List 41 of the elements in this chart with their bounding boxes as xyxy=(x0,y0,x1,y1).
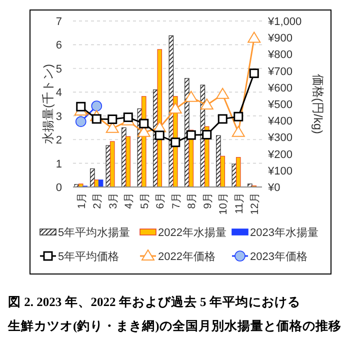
x-tick-label: 3月 xyxy=(107,192,120,209)
y-tick-label: 1 xyxy=(56,158,62,170)
y2-tick-label: ¥0 xyxy=(267,182,280,194)
x-tick-label: 10月 xyxy=(218,192,230,215)
legend-label: 5年平均価格 xyxy=(58,251,120,263)
legend-label: 5年平均水揚量 xyxy=(58,226,130,239)
x-tick-label: 12月 xyxy=(249,192,262,215)
y2-axis-title: 価格(円/kg) xyxy=(311,74,325,134)
x-tick-label: 4月 xyxy=(123,192,136,209)
y-tick-label: 3 xyxy=(56,110,62,123)
x-tick-label: 2月 xyxy=(92,192,104,209)
y-axis-title: 水揚量(千トン) xyxy=(41,64,55,144)
x-tick-label: 5月 xyxy=(138,192,151,209)
caption: 図 2. 2023 年、2022 年および過去 5 年平均における xyxy=(8,295,300,309)
x-tick-label: 8月 xyxy=(186,192,198,209)
x-tick-label: 9月 xyxy=(202,192,214,209)
x-tick-label: 6月 xyxy=(154,192,167,209)
y2-tick-label: ¥1,000 xyxy=(267,16,302,28)
x-tick-label: 1月 xyxy=(76,192,88,209)
y-tick-label: 0 xyxy=(56,182,62,194)
y2-tick-label: ¥300 xyxy=(267,132,292,144)
y-tick-label: 5 xyxy=(56,63,62,76)
y-tick-label: 2 xyxy=(56,134,62,147)
y-tick-label: 4 xyxy=(56,87,62,100)
y2-tick-label: ¥200 xyxy=(267,148,292,161)
y2-tick-label: ¥700 xyxy=(267,66,292,78)
y2-tick-label: ¥500 xyxy=(267,99,292,111)
y2-tick-label: ¥600 xyxy=(267,82,292,94)
legend-label: 2022年水揚量 xyxy=(158,226,226,239)
legend-label: 2022年価格 xyxy=(158,251,216,263)
x-tick-label: 7月 xyxy=(170,192,182,209)
x-tick-label: 11月 xyxy=(233,192,246,214)
legend-label: 2023年水揚量 xyxy=(250,226,318,239)
legend-label: 2023年価格 xyxy=(250,251,308,263)
text: 生鮮カツオ(釣り・まき網)の全国月別水揚量と価格の推移 xyxy=(7,319,342,333)
y2-tick-label: ¥400 xyxy=(267,116,292,128)
y-tick-label: 7 xyxy=(56,16,62,28)
y2-tick-label: ¥800 xyxy=(267,49,292,62)
y2-tick-label: ¥900 xyxy=(267,32,292,45)
y-tick-label: 6 xyxy=(56,40,62,52)
y2-tick-label: ¥100 xyxy=(267,165,292,178)
